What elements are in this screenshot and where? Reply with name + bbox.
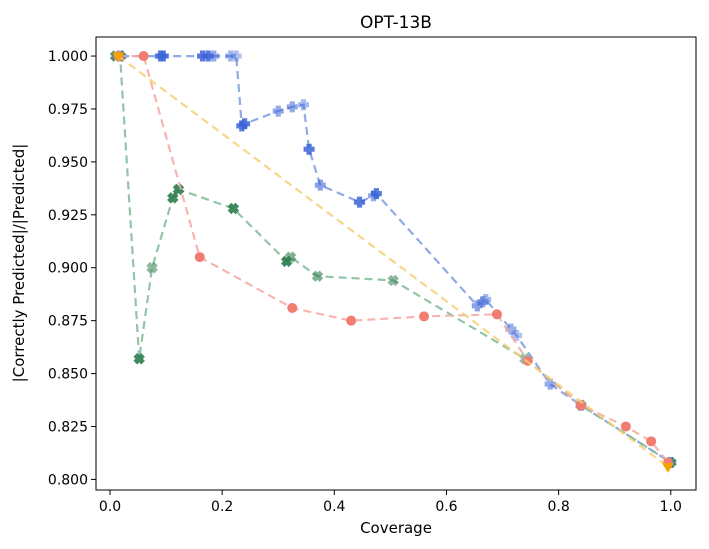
data-point-blue [303,143,315,155]
series-layer [109,50,677,473]
data-point-blue [480,293,492,305]
series-orange [112,52,674,473]
x-tick-label: 0.0 [99,499,121,515]
y-tick-label: 0.900 [48,261,88,277]
series-line-orange [117,55,669,468]
data-point-blue [297,99,309,111]
data-point-blue [272,105,284,117]
data-point-red [346,315,357,326]
data-point-blue [286,101,298,113]
data-point-green [311,270,324,282]
data-point-red [646,436,657,447]
x-tick-label: 0.4 [323,499,345,515]
x-tick-label: 0.2 [211,499,233,515]
data-point-orange [112,52,125,63]
plot-frame [95,36,697,491]
data-point-red [287,302,298,313]
x-tick-label: 0.8 [547,499,569,515]
x-tick-label: 1.0 [660,499,682,515]
series-red [113,51,673,468]
y-tick-label: 0.800 [48,472,88,488]
data-point-blue [208,50,220,62]
y-tick-label: 0.925 [48,208,88,224]
data-point-red [194,252,205,263]
data-point-red [620,421,631,432]
data-point-blue [354,196,366,208]
y-tick-label: 0.950 [48,155,88,171]
data-point-green [172,183,185,196]
data-point-green [167,192,179,204]
data-point-blue [370,188,382,200]
data-point-green [227,202,240,215]
chart-title: OPT-13B [360,13,432,33]
data-point-blue [471,300,483,312]
series-line-green [115,54,672,464]
data-point-blue [157,50,169,62]
series-line-blue [121,54,672,464]
data-point-green [133,353,145,365]
data-point-blue [477,296,489,308]
data-point-blue [505,323,517,335]
data-point-blue [511,329,523,341]
y-axis-label: |Correctly Predicted|/|Predicted| [10,144,28,383]
x-axis-label: Coverage [360,519,432,537]
data-point-red [491,309,502,320]
y-axis: 0.800 0.825 0.850 0.875 0.900 0.925 0.950 0.975… [48,49,96,488]
y-tick-label: 1.000 [48,49,88,65]
data-point-blue [314,179,326,191]
y-tick-label: 0.850 [48,367,88,383]
data-point-blue [239,118,251,130]
data-point-orange [661,463,674,473]
data-point-blue [225,50,237,62]
x-axis: 0.0 0.2 0.4 0.6 0.8 1.0 [99,490,682,515]
x-tick-label: 0.6 [435,499,457,515]
data-point-red [419,311,430,322]
series-line-red [118,54,669,464]
data-point-blue [197,50,209,62]
y-tick-label: 0.975 [48,102,88,118]
data-point-green [146,262,158,274]
data-point-green [284,251,297,263]
data-point-green [387,274,399,287]
y-tick-label: 0.875 [48,314,88,330]
data-point-red [138,51,149,62]
data-point-red [576,400,587,411]
data-point-blue [544,378,556,390]
data-point-blue [202,50,214,62]
y-tick-label: 0.825 [48,419,88,435]
data-point-blue [230,50,242,62]
